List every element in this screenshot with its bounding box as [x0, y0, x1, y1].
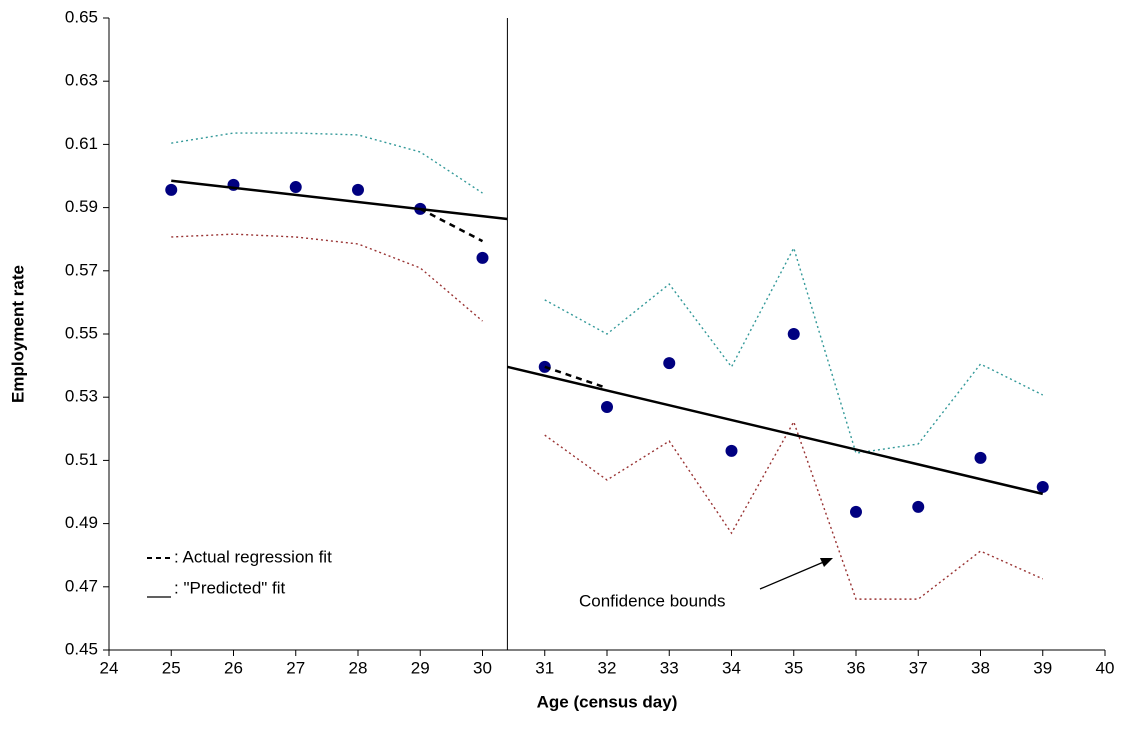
legend-label: : Actual regression fit	[174, 547, 332, 566]
x-tick-label: 34	[722, 658, 741, 677]
x-tick-label: 35	[784, 658, 803, 677]
x-tick-label: 38	[971, 658, 990, 677]
x-tick-label: 29	[411, 658, 430, 677]
series-line	[544, 420, 1044, 600]
y-tick-label: 0.59	[65, 197, 98, 216]
y-tick-label: 0.49	[65, 513, 98, 532]
y-tick-label: 0.61	[65, 134, 98, 153]
data-point	[1036, 480, 1049, 493]
annotation: Confidence bounds	[579, 591, 726, 610]
x-tick-label: 26	[224, 658, 243, 677]
data-point	[663, 357, 676, 370]
y-tick-label: 0.57	[65, 260, 98, 279]
x-tick-label: 27	[286, 658, 305, 677]
legend-label: : "Predicted" fit	[174, 578, 286, 597]
series-line	[171, 132, 483, 194]
x-tick-label: 40	[1096, 658, 1115, 677]
data-point	[912, 500, 925, 513]
x-tick-label: 31	[535, 658, 554, 677]
x-tick-label: 30	[473, 658, 492, 677]
data-point	[352, 183, 364, 196]
x-tick-label: 32	[598, 658, 617, 677]
x-axis-title: Age (census day)	[537, 692, 678, 711]
x-tick-label: 25	[162, 658, 181, 677]
annotation-arrow	[759, 560, 827, 590]
y-tick-label: 0.47	[65, 576, 98, 595]
data-point	[476, 251, 489, 264]
x-tick-label: 39	[1033, 658, 1052, 677]
arrow-head	[820, 558, 833, 567]
x-tick-label: 37	[909, 658, 928, 677]
x-tick-label: 33	[660, 658, 679, 677]
data-point	[850, 505, 862, 518]
series-line	[507, 365, 1044, 496]
y-axis-title: Employment rate	[8, 265, 27, 403]
series-line	[419, 207, 484, 243]
x-tick-label: 24	[100, 658, 119, 677]
series-line	[544, 246, 1044, 454]
data-point	[787, 328, 800, 340]
y-tick-label: 0.55	[65, 323, 98, 342]
x-tick-label: 36	[847, 658, 866, 677]
y-tick-label: 0.45	[65, 639, 98, 658]
data-point	[974, 451, 987, 464]
data-point	[289, 181, 302, 194]
series-line	[171, 179, 508, 221]
series-line	[171, 233, 483, 322]
y-tick-label: 0.63	[65, 71, 98, 90]
y-tick-label: 0.53	[65, 387, 98, 406]
x-tick-label: 28	[349, 658, 368, 677]
y-tick-label: 0.51	[65, 450, 98, 469]
data-point	[601, 400, 613, 413]
y-tick-label: 0.65	[65, 7, 98, 26]
data-point	[165, 183, 178, 196]
data-point	[725, 444, 738, 457]
